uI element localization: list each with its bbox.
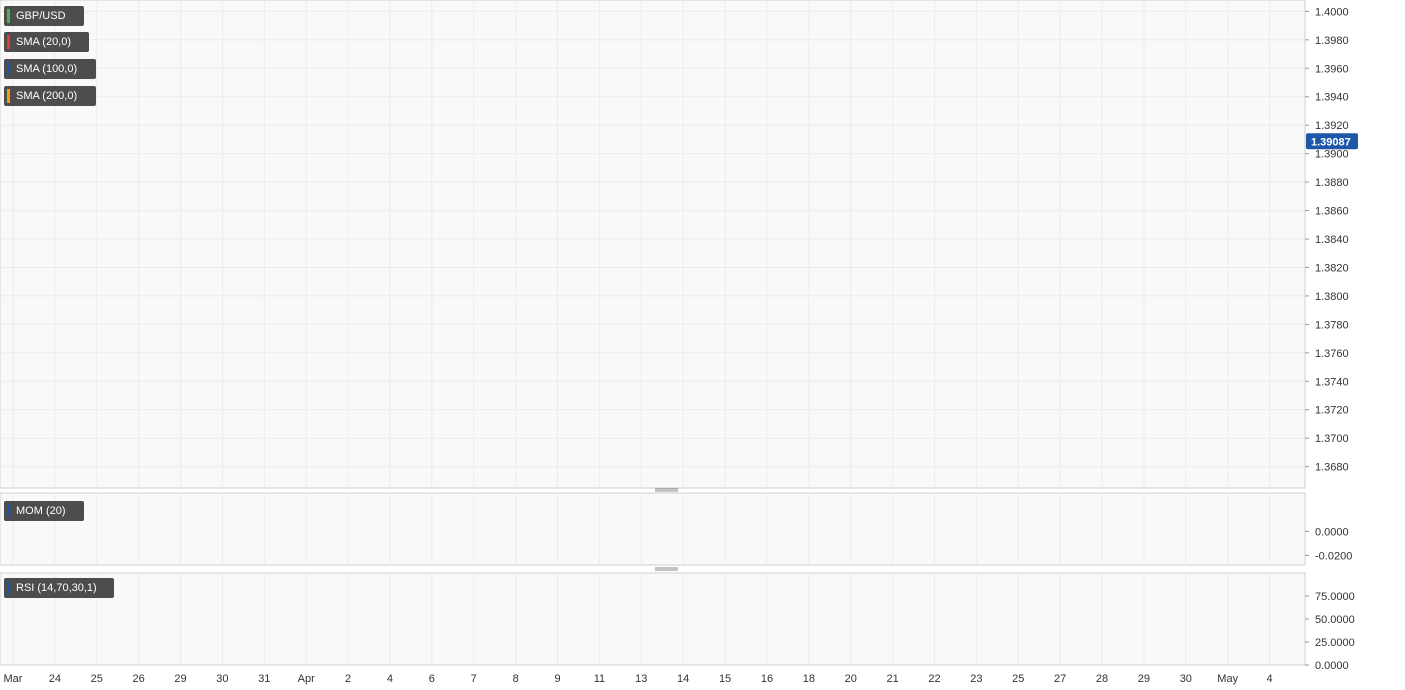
x-tick-label: 24 [49, 673, 61, 685]
legend-swatch [7, 504, 10, 518]
x-tick-label: 11 [594, 673, 605, 685]
x-tick-label: 16 [761, 673, 773, 685]
momentum-panel-bg [0, 492, 1306, 566]
x-tick-label: 22 [928, 673, 940, 685]
y-tick-label: 1.3980 [1315, 35, 1349, 47]
y-tick-label: 1.3840 [1315, 234, 1349, 246]
rsi-tick-label: 75.0000 [1315, 591, 1355, 603]
rsi-tick-label: 25.0000 [1315, 637, 1355, 649]
x-tick-label: 30 [1180, 673, 1192, 685]
legend-mom[interactable]: MOM (20) [4, 501, 84, 521]
y-tick-label: 1.3960 [1315, 63, 1349, 75]
x-tick-label: 27 [1054, 673, 1066, 685]
axes: Mar 24 25 26 29 30 31 Apr 2 4 6 7 8 9 11 13 14 15 16 18 20 21… [0, 0, 1355, 685]
y-tick-label: 1.3860 [1315, 206, 1349, 218]
legend-sma200[interactable]: SMA (200,0) [4, 86, 96, 106]
mom-tick-label: -0.0200 [1315, 550, 1352, 562]
x-tick-label: 14 [677, 673, 689, 685]
x-tick-label: 25 [91, 673, 103, 685]
legend-sma20[interactable]: SMA (20,0) [4, 32, 89, 52]
legend-label: RSI (14,70,30,1) [16, 582, 97, 594]
rsi-panel-bg [0, 572, 1306, 666]
legend-label: SMA (100,0) [16, 63, 78, 75]
x-tick-label: 2 [345, 673, 351, 685]
x-tick-label: 31 [258, 673, 270, 685]
legend-sma100[interactable]: SMA (100,0) [4, 59, 96, 79]
x-tick-label: 20 [845, 673, 857, 685]
y-tick-label: 1.3700 [1315, 433, 1349, 445]
legend-label: MOM (20) [16, 505, 66, 517]
legend-swatch [7, 89, 10, 103]
legend-label: SMA (20,0) [16, 36, 72, 48]
legend-gbpusd[interactable]: GBP/USD [4, 6, 84, 26]
legend-swatch [7, 581, 10, 595]
x-tick-label: Apr [298, 673, 315, 685]
y-tick-label: 1.3900 [1315, 149, 1349, 161]
x-tick-label: 7 [471, 673, 477, 685]
x-tick-label: 21 [886, 673, 898, 685]
y-tick-label: 1.3740 [1315, 376, 1349, 388]
x-tick-label: 6 [429, 673, 435, 685]
y-tick-label: 1.3780 [1315, 319, 1349, 331]
mom-tick-label: 0.0000 [1315, 526, 1349, 538]
legend-swatch [7, 62, 10, 76]
y-tick-label: 1.3720 [1315, 405, 1349, 417]
x-tick-label: Mar [4, 673, 23, 685]
rsi-tick-label: 50.0000 [1315, 614, 1355, 626]
y-tick-label: 1.3800 [1315, 291, 1349, 303]
x-tick-label: 4 [1267, 673, 1273, 685]
x-tick-label: 26 [133, 673, 145, 685]
y-tick-label: 1.4000 [1315, 6, 1349, 18]
legend-swatch [7, 9, 10, 23]
x-tick-label: 30 [216, 673, 228, 685]
x-tick-label: 4 [387, 673, 393, 685]
x-tick-label: 18 [803, 673, 815, 685]
legend-label: GBP/USD [16, 10, 66, 22]
rsi-tick-label: 0.0000 [1315, 660, 1349, 672]
current-price-tag [1306, 133, 1358, 150]
x-tick-label: 23 [970, 673, 982, 685]
x-tick-label: May [1217, 673, 1238, 685]
legend-rsi[interactable]: RSI (14,70,30,1) [4, 578, 114, 598]
x-tick-label: 8 [513, 673, 519, 685]
x-tick-label: 29 [174, 673, 186, 685]
y-tick-label: 1.3820 [1315, 262, 1349, 274]
y-tick-label: 1.3680 [1315, 462, 1349, 474]
y-tick-label: 1.3760 [1315, 348, 1349, 360]
x-tick-label: 9 [554, 673, 560, 685]
x-tick-label: 28 [1096, 673, 1108, 685]
y-tick-label: 1.3880 [1315, 177, 1349, 189]
x-tick-label: 15 [719, 673, 731, 685]
legend-label: SMA (200,0) [16, 90, 78, 102]
y-tick-label: 1.3940 [1315, 92, 1349, 104]
legend-swatch [7, 35, 10, 49]
y-tick-label: 1.3920 [1315, 120, 1349, 132]
x-tick-label: 25 [1012, 673, 1024, 685]
price-panel-bg [0, 0, 1306, 489]
current-price-label: 1.39087 [1311, 136, 1351, 148]
x-tick-label: 29 [1138, 673, 1150, 685]
x-tick-label: 13 [635, 673, 647, 685]
